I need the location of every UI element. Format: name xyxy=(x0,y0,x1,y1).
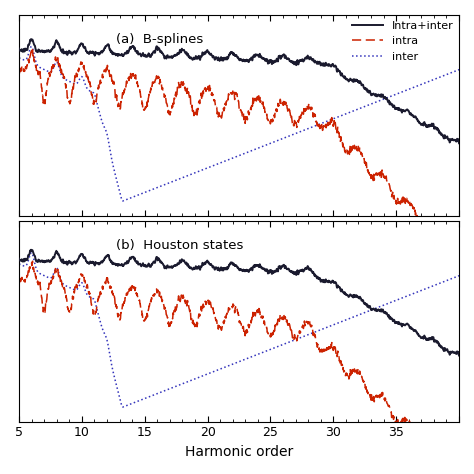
Text: (b)  Houston states: (b) Houston states xyxy=(116,239,243,252)
Legend: Intra+inter, intra, inter: Intra+inter, intra, inter xyxy=(352,20,454,62)
Text: (a)  B-splines: (a) B-splines xyxy=(116,33,203,46)
X-axis label: Harmonic order: Harmonic order xyxy=(185,445,293,459)
